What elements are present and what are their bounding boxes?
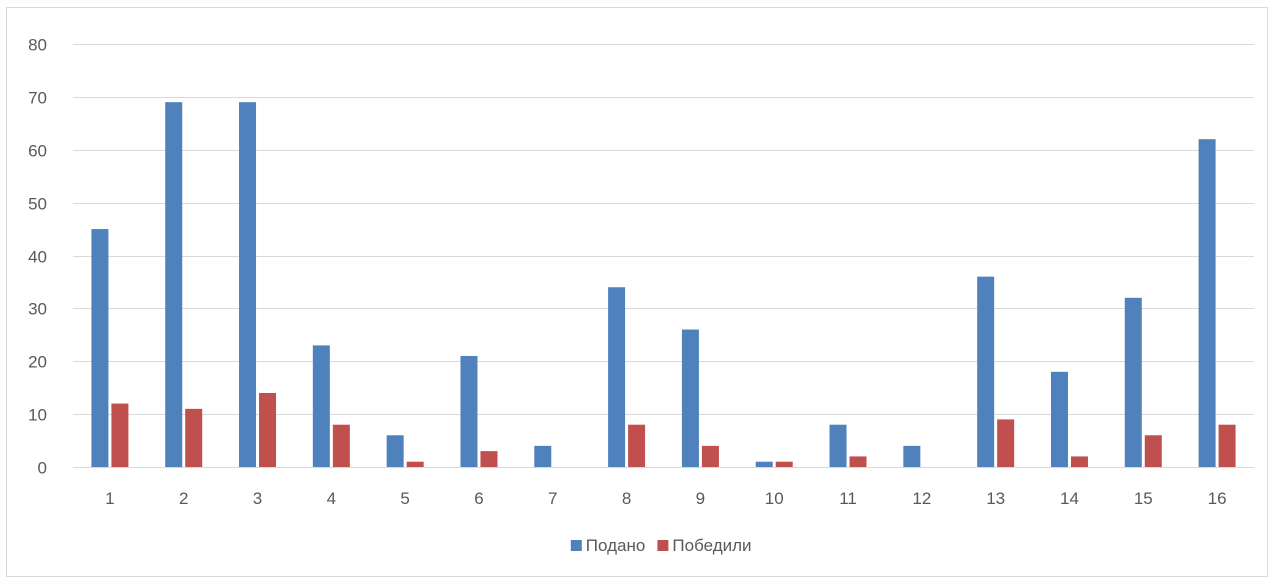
- x-tick-label: 2: [179, 489, 188, 508]
- y-tick-label: 80: [28, 36, 47, 55]
- y-tick-label: 10: [28, 406, 47, 425]
- x-tick-label: 16: [1208, 489, 1227, 508]
- y-tick-label: 50: [28, 195, 47, 214]
- bar-pobedili-15: [1144, 435, 1162, 467]
- bar-pobedili-13: [997, 419, 1015, 467]
- x-tick-label: 10: [765, 489, 784, 508]
- bar-pobedili-4: [332, 424, 350, 467]
- bar-pobedili-5: [406, 461, 424, 467]
- x-tick-label: 5: [400, 489, 409, 508]
- y-tick-label: 60: [28, 142, 47, 161]
- x-tick-label: 6: [474, 489, 483, 508]
- x-tick-label: 15: [1134, 489, 1153, 508]
- bar-podano-16: [1198, 139, 1216, 467]
- bar-podano-5: [386, 435, 404, 467]
- bar-podano-2: [165, 102, 183, 467]
- bar-podano-3: [239, 102, 257, 467]
- y-axis-labels: 0 10 20 30 40 50 60 70 80: [28, 36, 47, 478]
- bar-pobedili-16: [1218, 424, 1236, 467]
- x-tick-label: 9: [696, 489, 705, 508]
- bar-podano-11: [829, 424, 847, 467]
- bar-podano-4: [312, 345, 330, 467]
- x-tick-label: 13: [986, 489, 1005, 508]
- x-tick-label: 12: [912, 489, 931, 508]
- x-tick-label: 4: [327, 489, 336, 508]
- bar-pobedili-2: [185, 408, 203, 467]
- y-tick-label: 40: [28, 248, 47, 267]
- y-tick-label: 30: [28, 300, 47, 319]
- bar-podano-13: [977, 276, 995, 467]
- bar-podano-7: [534, 445, 552, 467]
- bar-podano-9: [681, 329, 699, 467]
- x-tick-label: 14: [1060, 489, 1079, 508]
- legend-label-podano: Подано: [586, 536, 646, 555]
- legend-label-pobedili: Победили: [672, 536, 751, 555]
- bar-pobedili-8: [628, 424, 646, 467]
- bar-podano-1: [91, 229, 109, 467]
- x-axis: 1 2 3 4 5 6 7 8 9 10 11 12 13 14 15 16: [73, 467, 1254, 508]
- y-tick-label: 20: [28, 353, 47, 372]
- legend-swatch-pobedili: [657, 540, 669, 551]
- chart-frame: [6, 7, 1268, 577]
- bars: [91, 102, 1236, 467]
- bar-podano-12: [903, 445, 921, 467]
- x-tick-label: 11: [839, 489, 857, 508]
- bar-podano-8: [608, 287, 626, 467]
- bar-podano-10: [755, 461, 773, 467]
- bar-pobedili-14: [1070, 456, 1088, 467]
- bar-pobedili-6: [480, 451, 498, 467]
- bar-podano-15: [1124, 297, 1142, 467]
- legend: Подано Победили: [570, 536, 752, 555]
- bar-pobedili-9: [701, 445, 719, 467]
- x-tick-label: 7: [548, 489, 557, 508]
- x-tick-label: 3: [253, 489, 262, 508]
- bar-pobedili-1: [111, 403, 129, 467]
- bar-pobedili-3: [259, 392, 277, 467]
- x-tick-label: 8: [622, 489, 631, 508]
- bar-pobedili-10: [775, 461, 793, 467]
- bar-pobedili-11: [849, 456, 867, 467]
- legend-swatch-podano: [570, 540, 582, 551]
- bar-podano-6: [460, 355, 478, 467]
- bar-podano-14: [1050, 371, 1068, 467]
- y-tick-label: 0: [38, 459, 47, 478]
- y-tick-label: 70: [28, 89, 47, 108]
- x-tick-label: 1: [105, 489, 114, 508]
